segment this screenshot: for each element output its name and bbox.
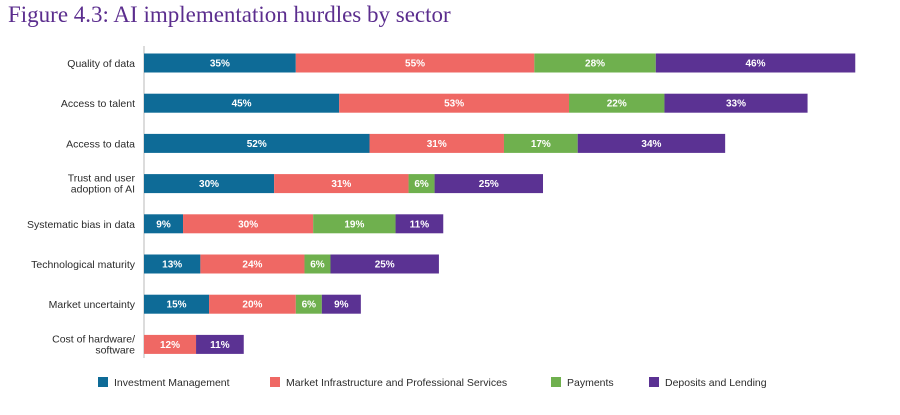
category-label-access-to-data: Access to data: [66, 138, 135, 150]
bar-market-uncertainty-payments: [295, 294, 322, 314]
bar-label-quality-of-data-market-infrastructure-and-professional-services: 55%: [405, 59, 425, 70]
bar-technological-maturity-deposits-and-lending: [330, 254, 439, 274]
legend-label-deposits-and-lending: Deposits and Lending: [665, 377, 767, 389]
bar-label-systematic-bias-in-data-payments: 19%: [344, 219, 364, 230]
bar-label-cost-of-hardware-software-market-infrastructure-and-professional-services: 12%: [160, 340, 180, 351]
bar-systematic-bias-in-data-payments: [313, 214, 396, 234]
bar-cost-of-hardware-software-market-infrastructure-and-professional-services: [144, 334, 197, 354]
bar-trust-and-user-adoption-of-ai-market-infrastructure-and-professional-services: [274, 174, 409, 194]
bar-quality-of-data-deposits-and-lending: [655, 53, 856, 73]
legend-label-payments: Payments: [567, 377, 614, 389]
bar-trust-and-user-adoption-of-ai-deposits-and-lending: [434, 174, 544, 194]
bar-label-access-to-data-investment-management: 52%: [247, 139, 267, 150]
bar-label-quality-of-data-deposits-and-lending: 46%: [746, 59, 766, 70]
bar-label-quality-of-data-investment-management: 35%: [210, 59, 230, 70]
category-label-systematic-bias-in-data: Systematic bias in data: [27, 219, 135, 231]
bar-systematic-bias-in-data-deposits-and-lending: [395, 214, 444, 234]
bar-quality-of-data-market-infrastructure-and-professional-services: [295, 53, 535, 73]
bar-cost-of-hardware-software-deposits-and-lending: [196, 334, 244, 354]
bar-label-trust-and-user-adoption-of-ai-deposits-and-lending: 25%: [479, 179, 499, 190]
bar-trust-and-user-adoption-of-ai-payments: [408, 174, 435, 194]
bar-label-access-to-data-deposits-and-lending: 34%: [641, 139, 661, 150]
category-label-cost-of-hardware-software: Cost of hardware/software: [52, 333, 135, 356]
bar-label-technological-maturity-investment-management: 13%: [162, 260, 182, 271]
chart-title: Figure 4.3: AI implementation hurdles by…: [8, 2, 451, 27]
bar-label-access-to-data-market-infrastructure-and-professional-services: 31%: [427, 139, 447, 150]
bar-technological-maturity-investment-management: [144, 254, 201, 274]
bar-label-access-to-data-payments: 17%: [531, 139, 551, 150]
bar-label-quality-of-data-payments: 28%: [585, 59, 605, 70]
legend-swatch-investment-management: [98, 377, 108, 387]
bar-technological-maturity-payments: [304, 254, 331, 274]
bar-label-access-to-talent-market-infrastructure-and-professional-services: 53%: [444, 99, 464, 110]
bar-systematic-bias-in-data-investment-management: [144, 214, 184, 234]
bar-label-cost-of-hardware-software-deposits-and-lending: 11%: [210, 340, 230, 351]
bar-quality-of-data-payments: [534, 53, 656, 73]
bar-label-systematic-bias-in-data-investment-management: 9%: [156, 219, 171, 230]
category-label-quality-of-data: Quality of data: [67, 58, 135, 70]
bar-label-trust-and-user-adoption-of-ai-investment-management: 30%: [199, 179, 219, 190]
bar-access-to-data-payments: [503, 133, 578, 153]
bar-access-to-data-investment-management: [144, 133, 370, 153]
bar-trust-and-user-adoption-of-ai-investment-management: [144, 174, 275, 194]
bar-access-to-talent-market-infrastructure-and-professional-services: [339, 93, 570, 113]
bar-label-technological-maturity-payments: 6%: [310, 260, 325, 271]
bar-label-systematic-bias-in-data-deposits-and-lending: 11%: [410, 219, 430, 230]
bar-systematic-bias-in-data-market-infrastructure-and-professional-services: [183, 214, 314, 234]
bar-label-technological-maturity-market-infrastructure-and-professional-services: 24%: [242, 260, 262, 271]
bar-access-to-data-deposits-and-lending: [577, 133, 726, 153]
legend-swatch-deposits-and-lending: [649, 377, 659, 387]
category-label-market-uncertainty: Market uncertainty: [49, 299, 136, 311]
legend-swatch-payments: [551, 377, 561, 387]
bar-label-market-uncertainty-market-infrastructure-and-professional-services: 20%: [242, 300, 262, 311]
bar-access-to-talent-deposits-and-lending: [664, 93, 808, 113]
bar-label-market-uncertainty-payments: 6%: [302, 300, 317, 311]
category-label-trust-and-user-adoption-of-ai: Trust and user adoption of AI: [68, 173, 136, 196]
category-label-access-to-talent: Access to talent: [61, 98, 135, 110]
bar-technological-maturity-market-infrastructure-and-professional-services: [200, 254, 305, 274]
bar-access-to-talent-payments: [569, 93, 665, 113]
bar-label-access-to-talent-payments: 22%: [607, 99, 627, 110]
bar-label-systematic-bias-in-data-market-infrastructure-and-professional-services: 30%: [238, 219, 258, 230]
legend-label-investment-management: Investment Management: [114, 377, 230, 389]
bar-label-market-uncertainty-deposits-and-lending: 9%: [334, 300, 349, 311]
bar-label-access-to-talent-deposits-and-lending: 33%: [726, 99, 746, 110]
bar-label-market-uncertainty-investment-management: 15%: [167, 300, 187, 311]
category-label-technological-maturity: Technological maturity: [31, 259, 136, 271]
bar-market-uncertainty-investment-management: [144, 294, 210, 314]
bar-market-uncertainty-market-infrastructure-and-professional-services: [209, 294, 296, 314]
bar-label-access-to-talent-investment-management: 45%: [232, 99, 252, 110]
legend-swatch-market-infrastructure-and-professional-services: [270, 377, 280, 387]
bar-label-trust-and-user-adoption-of-ai-payments: 6%: [414, 179, 429, 190]
legend-label-market-infrastructure-and-professional-services: Market Infrastructure and Professional S…: [286, 377, 507, 389]
bar-label-trust-and-user-adoption-of-ai-market-infrastructure-and-professional-services: 31%: [331, 179, 351, 190]
bar-label-technological-maturity-deposits-and-lending: 25%: [375, 260, 395, 271]
bar-access-to-talent-investment-management: [144, 93, 340, 113]
bar-market-uncertainty-deposits-and-lending: [321, 294, 361, 314]
bar-access-to-data-market-infrastructure-and-professional-services: [369, 133, 504, 153]
bar-quality-of-data-investment-management: [144, 53, 296, 73]
